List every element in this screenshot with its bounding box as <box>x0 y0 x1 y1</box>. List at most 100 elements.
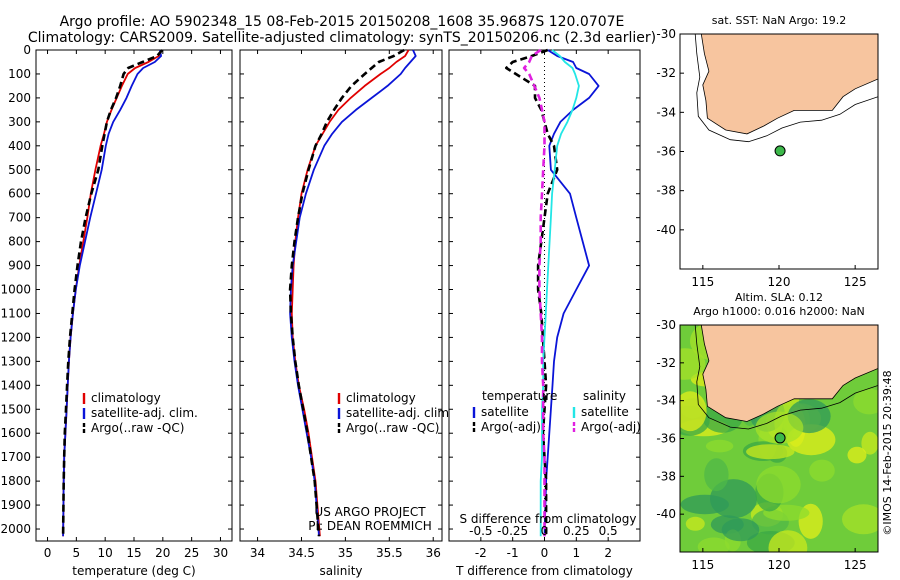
figure-title-line2: Climatology: CARS2009. Satellite-adjuste… <box>28 30 656 46</box>
map_sst-land <box>700 34 878 135</box>
difference-sal-tick-label: 0.5 <box>599 524 618 538</box>
difference-legend-label: satellite <box>581 405 629 419</box>
salinity-xtick-label: 35 <box>338 546 353 560</box>
salinity-xtick-label: 34 <box>250 546 265 560</box>
temperature-ytick-label: 100 <box>8 67 31 81</box>
map_sla-xtick-label: 120 <box>768 558 791 572</box>
temperature-ytick-label: 400 <box>8 139 31 153</box>
sla-field-patch <box>809 459 835 482</box>
salinity-legend-label: satellite-adj. clim. <box>346 406 453 420</box>
difference-series-salinity-argo-adj- <box>522 48 546 537</box>
sla-field-patch <box>705 439 734 453</box>
difference-xtick-label: 1 <box>573 546 581 560</box>
sla-field-patch <box>685 516 705 531</box>
map_sla-ytick-label: -40 <box>656 507 676 521</box>
sla-map-title-line2: Argo h1000: 0.016 h2000: NaN <box>693 305 865 318</box>
map_sla-ytick-label: -36 <box>656 432 676 446</box>
map_sst-ytick-label: -38 <box>656 184 676 198</box>
temperature-ytick-label: 1800 <box>0 474 31 488</box>
temperature-ytick-label: 1100 <box>0 306 31 320</box>
sla-field-patch <box>680 494 729 515</box>
sla-field-patch <box>680 391 707 432</box>
map_sla-map-body <box>680 325 878 552</box>
map_sst-ytick-label: -30 <box>656 27 676 41</box>
difference-legend-label: satellite <box>481 405 529 419</box>
temperature-xtick-label: 0 <box>44 546 52 560</box>
sst-map-title: sat. SST: NaN Argo: 19.2 <box>712 14 846 27</box>
temperature-xtick-label: 25 <box>184 546 199 560</box>
temperature-ytick-label: 1600 <box>0 426 31 440</box>
map_sla-ytick-label: -38 <box>656 469 676 483</box>
difference-sal-tick-label: -0.5 <box>469 524 492 538</box>
map_sla-ytick-label: -30 <box>656 318 676 332</box>
map_sla-float-marker <box>774 432 786 444</box>
temperature-axes-frame <box>35 49 233 542</box>
temperature-ytick-label: 700 <box>8 211 31 225</box>
salinity-xlabel: salinity <box>319 564 362 578</box>
salinity-axes-frame <box>239 49 443 542</box>
temperature-ytick-label: 1000 <box>0 283 31 297</box>
pi-annotation: PI: DEAN ROEMMICH <box>308 519 431 533</box>
temperature-ytick-label: 1400 <box>0 378 31 392</box>
map_sla-land <box>700 325 878 422</box>
salinity-series-argo-raw-qc- <box>288 48 405 537</box>
temperature-legend-label: climatology <box>91 391 161 405</box>
temperature-ytick-label: 1200 <box>0 330 31 344</box>
temperature-series-argo-raw-qc- <box>61 49 164 537</box>
difference-series-temperature-satellite <box>543 49 600 537</box>
difference-panel: -2 -1 0 1 2 T difference from climatology -0.5… <box>448 48 641 578</box>
temperature-xtick-label: 30 <box>213 546 228 560</box>
temperature-xtick-label: 10 <box>98 546 113 560</box>
temperature-ytick-label: 1300 <box>0 354 31 368</box>
sla-field-patch <box>746 444 795 460</box>
sla-map-panel: 115 120 125 -30 -32 -34 -36 -38 -40 Altim. SLA: 0… <box>656 291 879 572</box>
temperature-legend-label: satellite-adj. clim. <box>91 406 198 420</box>
salinity-legend-label: climatology <box>346 391 416 405</box>
sla-field-patch <box>847 446 867 464</box>
map_sla-ytick-label: -32 <box>656 356 676 370</box>
salinity-xtick-label: 34.5 <box>288 546 315 560</box>
map_sst-float-marker <box>774 145 786 157</box>
salinity-xtick-label: 35.5 <box>376 546 403 560</box>
temperature-series-satellite-adj-clim- <box>62 49 163 537</box>
difference-legend-label: Argo(-adj) <box>481 420 541 434</box>
difference-sal-tick-label: 0 <box>541 524 549 538</box>
project-annotation: US ARGO PROJECT <box>314 505 426 519</box>
map_sst-xtick-label: 115 <box>691 275 714 289</box>
difference-xtick-label: -1 <box>507 546 519 560</box>
sla-field-patch <box>697 537 730 552</box>
difference-legend-label: Argo(-adj) <box>581 420 641 434</box>
difference-xtick-label: -2 <box>475 546 487 560</box>
map_sst-ytick-label: -34 <box>656 105 676 119</box>
sla-field-patch <box>853 388 878 415</box>
map_sst-ytick-label: -36 <box>656 145 676 159</box>
temperature-ytick-label: 1500 <box>0 402 31 416</box>
temperature-ytick-label: 800 <box>8 235 31 249</box>
map_sla-depth-contour <box>694 325 878 430</box>
difference-xtick-label: 2 <box>604 546 612 560</box>
temperature-ytick-label: 500 <box>8 163 31 177</box>
sla-field-patch <box>768 530 808 552</box>
difference-xtick-label: 0 <box>541 546 549 560</box>
temperature-ytick-label: 0 <box>23 43 31 57</box>
sla-field-patch <box>842 504 878 535</box>
difference-xlabel: T difference from climatology <box>455 564 633 578</box>
figure-title-line1: Argo profile: AO 5902348_15 08-Feb-2015 … <box>60 14 625 30</box>
salinity-xtick-label: 36 <box>426 546 441 560</box>
temperature-xlabel: temperature (deg C) <box>72 564 195 578</box>
sla-field-patch <box>704 458 729 492</box>
temperature-panel: 0 5 10 15 20 25 30 temperature (deg C) 0 100 200 30… <box>0 43 233 578</box>
sla-field-patch <box>721 518 760 542</box>
temperature-ytick-label: 1700 <box>0 450 31 464</box>
difference-sal-tick-label: 0.25 <box>563 524 590 538</box>
temperature-ytick-label: 900 <box>8 259 31 273</box>
temperature-ytick-label: 600 <box>8 187 31 201</box>
temperature-ytick-label: 300 <box>8 115 31 129</box>
temperature-legend-label: Argo(..raw -QC) <box>91 421 184 435</box>
temperature-ytick-label: 1900 <box>0 498 31 512</box>
difference-xlabel-top: S difference from climatology <box>460 512 637 526</box>
map_sla-xtick-label: 125 <box>844 558 867 572</box>
map_sst-ytick-label: -40 <box>656 223 676 237</box>
map_sla-xtick-label: 115 <box>691 558 714 572</box>
